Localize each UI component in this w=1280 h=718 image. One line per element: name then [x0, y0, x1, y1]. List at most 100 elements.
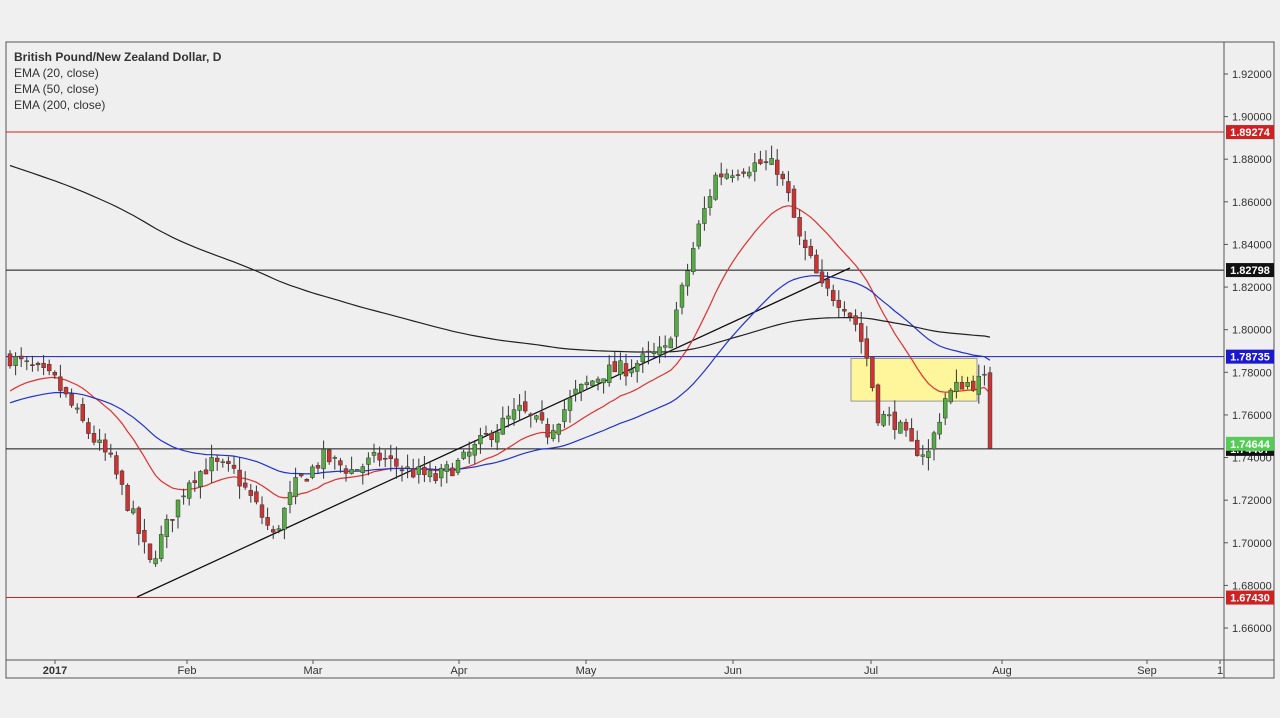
candle-body [690, 248, 696, 272]
y-tick-label: 1.88000 [1232, 154, 1272, 166]
y-tick-label: 1.80000 [1232, 325, 1272, 337]
candle-body [282, 507, 287, 530]
candle-body [808, 245, 814, 256]
candle-body [254, 491, 259, 503]
y-tick-label: 1.70000 [1232, 538, 1272, 550]
candle-body [114, 455, 119, 475]
candle-body [702, 208, 707, 224]
candle-body [970, 380, 976, 391]
candle-body [668, 338, 674, 349]
candle-body [192, 480, 198, 484]
candle-body [556, 423, 562, 435]
candle-body [410, 468, 416, 478]
candle-body [158, 534, 164, 559]
candle-body [102, 439, 108, 453]
candle-body [399, 469, 405, 472]
trend-line [136, 267, 851, 598]
candle-body [892, 411, 898, 430]
legend-ema-50: EMA (50, close) [14, 82, 99, 96]
candle-body [886, 414, 892, 417]
y-tick-label: 1.72000 [1232, 495, 1272, 507]
candle-body [304, 478, 310, 482]
candle-body [388, 455, 394, 460]
y-tick-label: 1.78000 [1232, 367, 1272, 379]
y-tick-label: 1.86000 [1232, 197, 1272, 209]
candle-body [573, 388, 578, 395]
y-tick-label: 1.68000 [1232, 580, 1272, 592]
candle-body [214, 457, 220, 462]
candle-body [982, 373, 987, 376]
candle-body [147, 543, 153, 560]
x-tick-label: Jun [724, 665, 742, 677]
candle-body [763, 161, 769, 164]
candle-body [13, 356, 18, 366]
candle-body [494, 431, 500, 443]
y-tick-label: 1.76000 [1232, 410, 1272, 422]
candle-body [954, 381, 959, 392]
candle-body [662, 345, 668, 348]
candle-body [875, 384, 881, 424]
candle-body [326, 449, 332, 463]
candle-body [506, 415, 511, 420]
candle-body [354, 469, 360, 472]
candle-body [349, 469, 354, 474]
price-label-box [1226, 349, 1274, 364]
candle-body [646, 350, 651, 353]
candle-body [791, 188, 797, 218]
price-label-box [1226, 436, 1274, 451]
candle-body [181, 495, 186, 498]
candle-body [629, 369, 634, 374]
x-tick-label: May [576, 665, 597, 677]
candle-body [674, 309, 679, 337]
candle-body [265, 517, 270, 526]
candle-body [858, 323, 864, 342]
candle-body [612, 361, 618, 373]
candle-body [153, 558, 158, 565]
candle-body [186, 482, 192, 499]
candle-body [360, 466, 366, 473]
price-label-text: 1.82798 [1230, 265, 1270, 277]
candle-body [578, 383, 584, 393]
candle-body [948, 389, 954, 403]
price-label-box [1226, 125, 1274, 140]
y-tick-label: 1.90000 [1232, 112, 1272, 124]
candle-body [298, 473, 304, 477]
candle-body [534, 415, 539, 420]
y-tick-label: 1.92000 [1232, 69, 1272, 81]
candle-body [91, 433, 97, 443]
candle-body [825, 279, 830, 289]
candle-body [718, 173, 724, 178]
candle-body [937, 421, 942, 435]
candle-body [35, 362, 41, 366]
consolidation-box [850, 357, 978, 402]
candle-body [920, 454, 926, 457]
candle-body [511, 409, 517, 420]
candle-body [500, 417, 506, 435]
candle-body [780, 173, 786, 180]
candle-body [7, 353, 13, 367]
candle-body [842, 308, 847, 312]
candle-body [444, 464, 450, 472]
candle-body [567, 397, 573, 411]
candle-body [489, 432, 494, 440]
candle-body [590, 380, 595, 387]
candle-body [528, 413, 534, 416]
candle-body [270, 529, 276, 533]
candle-body [226, 460, 231, 464]
candle-body [332, 457, 338, 459]
candle-body [550, 430, 556, 439]
candle-body [472, 444, 478, 456]
candle-body [259, 504, 265, 518]
candle-body [685, 270, 690, 287]
candle-body [338, 460, 343, 466]
candle-body [942, 398, 948, 419]
candle-body [315, 465, 321, 469]
candle-body [758, 159, 763, 164]
x-tick-label: Sep [1137, 665, 1157, 677]
price-label-text: 1.74644 [1230, 439, 1271, 451]
candle-body [606, 364, 612, 383]
candle-body [119, 470, 125, 485]
candle-body [287, 492, 293, 505]
